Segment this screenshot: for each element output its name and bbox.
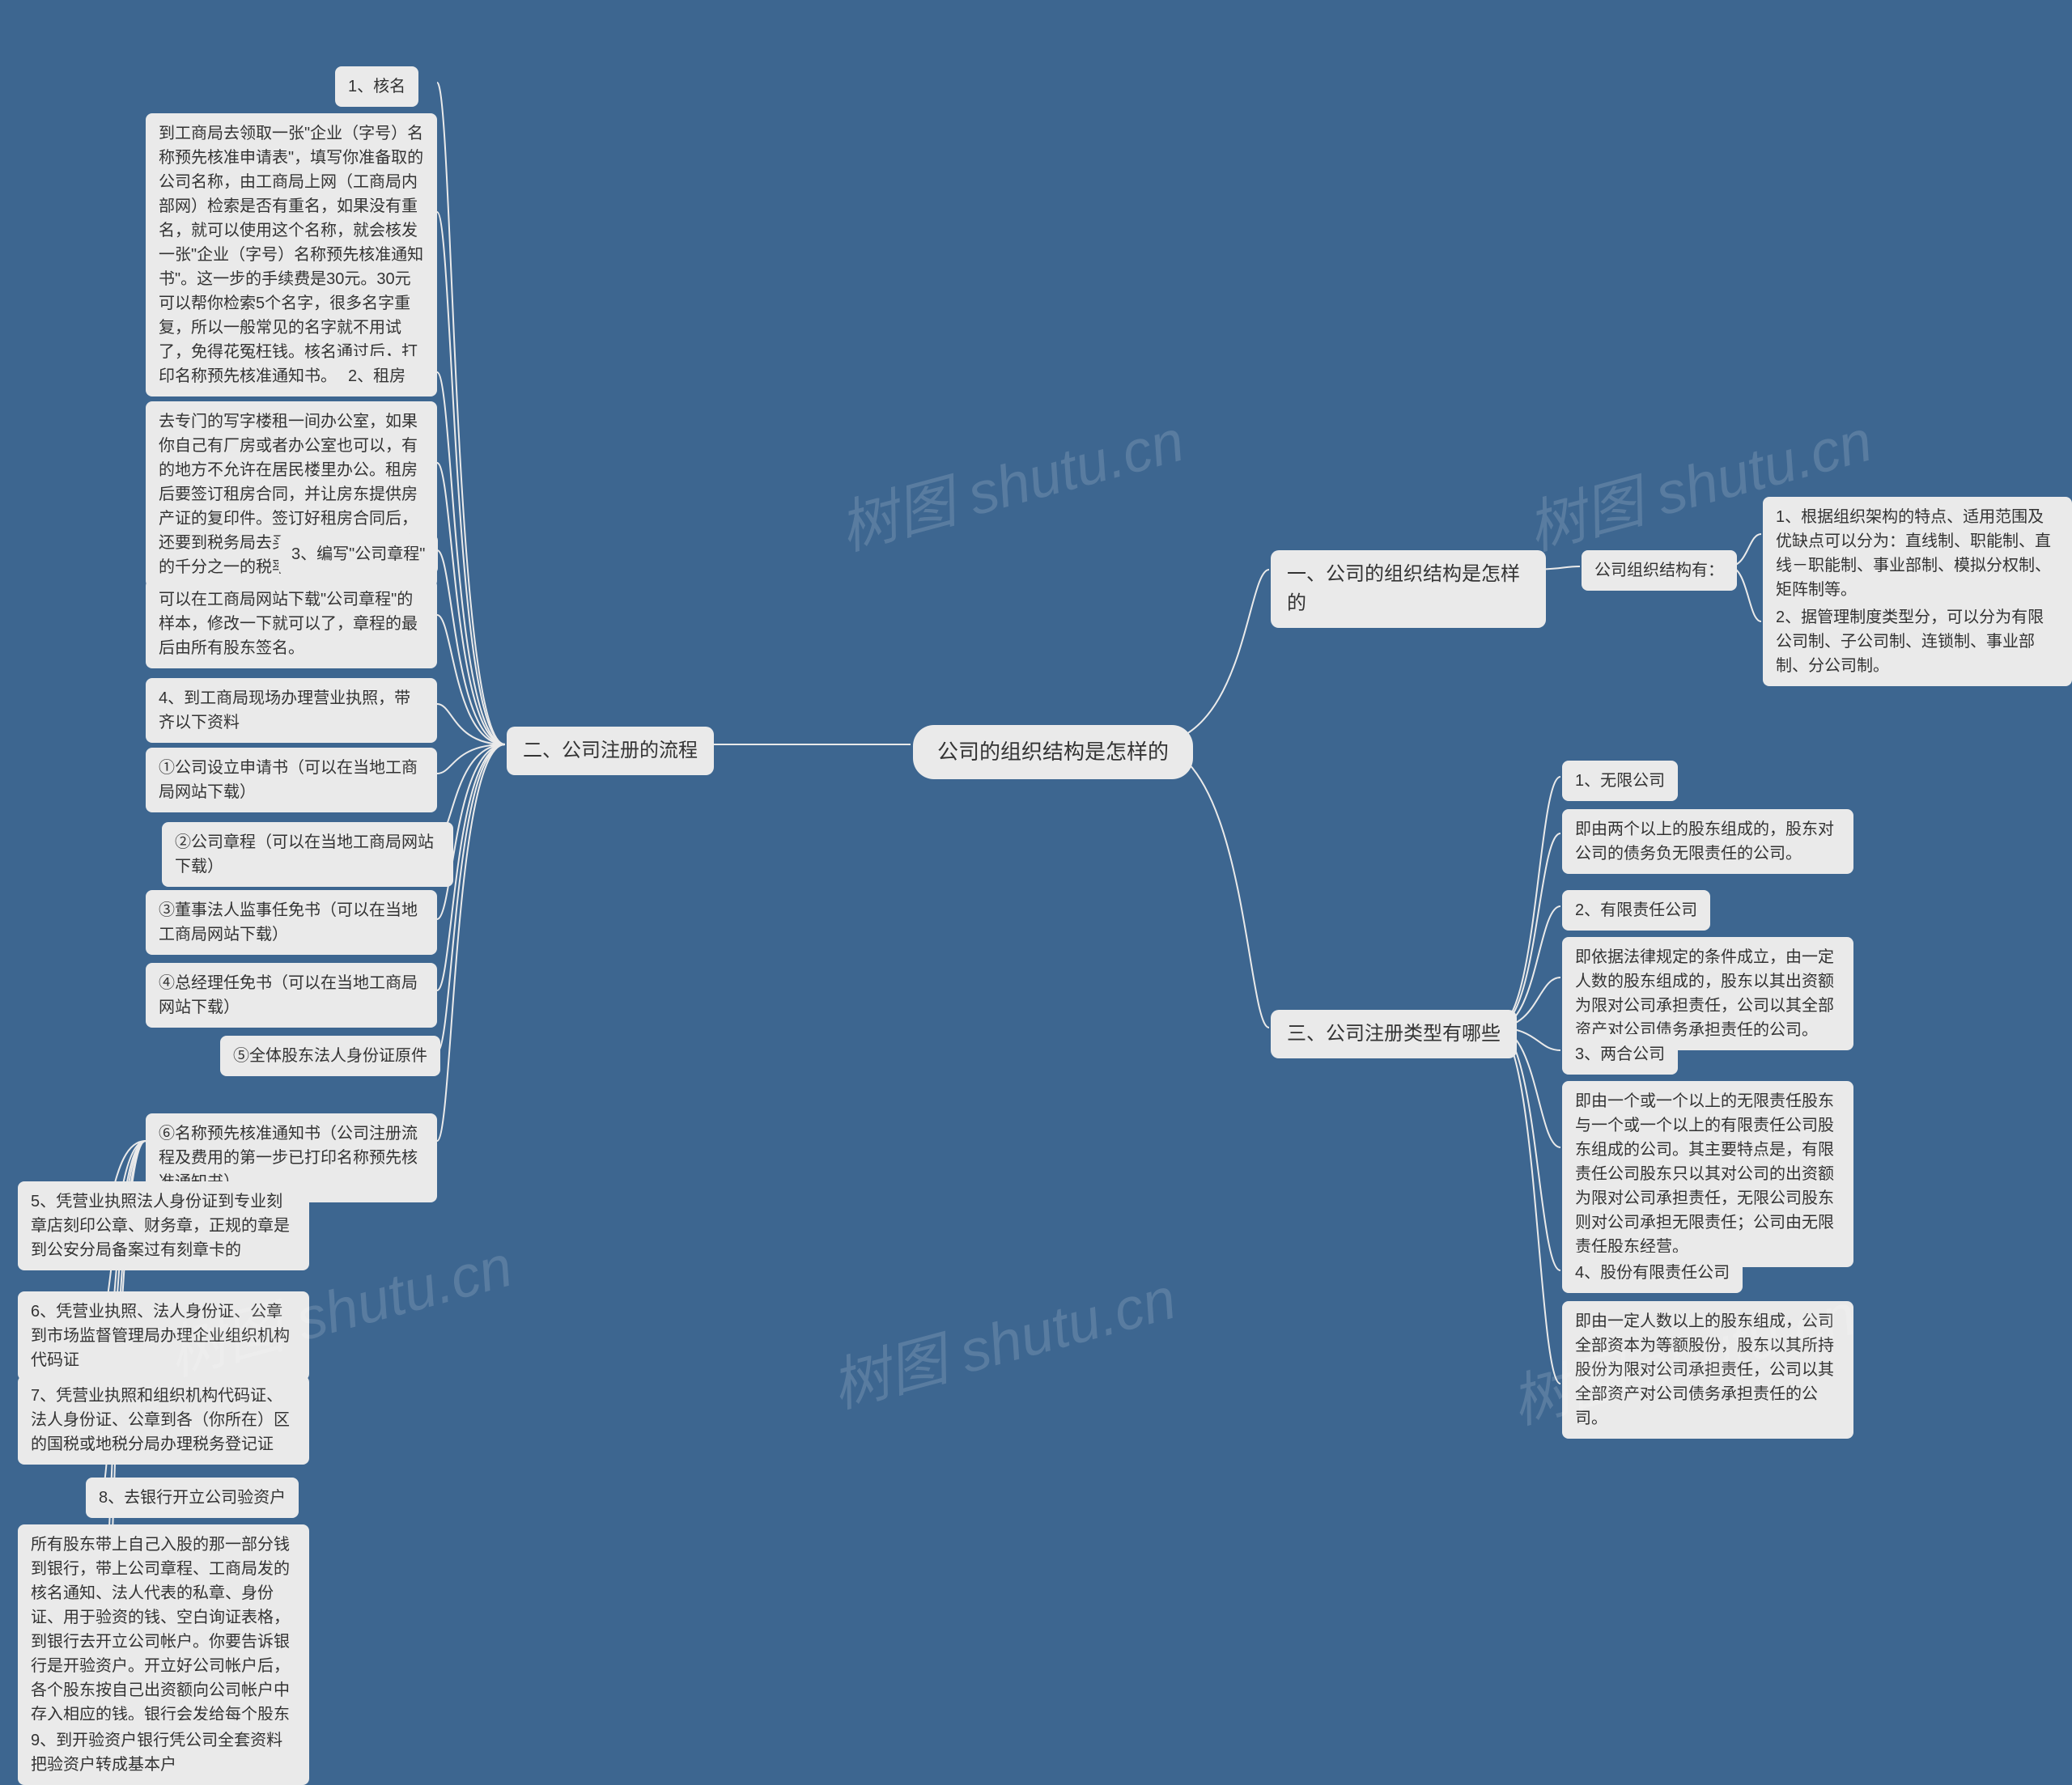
b3-t3[interactable]: 3、两合公司 <box>1562 1034 1678 1075</box>
b2-s4[interactable]: 4、到工商局现场办理营业执照，带齐以下资料 <box>146 678 437 743</box>
b2-s5[interactable]: 5、凭营业执照法人身份证到专业刻章店刻印公章、财务章，正规的章是到公安分局备案过… <box>18 1181 309 1270</box>
b2-s3-desc[interactable]: 可以在工商局网站下载"公司章程"的样本，修改一下就可以了，章程的最后由所有股东签… <box>146 579 437 668</box>
branch-1-sub1-text: 公司组织结构有： <box>1594 562 1724 579</box>
branch-1[interactable]: 一、公司的组织结构是怎样的 <box>1271 550 1546 628</box>
b2-s4-5[interactable]: ⑤全体股东法人身份证原件 <box>220 1036 440 1076</box>
b3-t1-desc[interactable]: 即由两个以上的股东组成的，股东对公司的债务负无限责任的公司。 <box>1562 809 1853 874</box>
branch-2[interactable]: 二、公司注册的流程 <box>507 727 714 775</box>
b2-s9[interactable]: 9、到开验资户银行凭公司全套资料把验资户转成基本户 <box>18 1720 309 1785</box>
b3-t1[interactable]: 1、无限公司 <box>1562 761 1678 801</box>
b2-s4-2[interactable]: ②公司章程（可以在当地工商局网站下载） <box>162 822 453 887</box>
b2-s4-1[interactable]: ①公司设立申请书（可以在当地工商局网站下载） <box>146 748 437 812</box>
b3-t4[interactable]: 4、股份有限责任公司 <box>1562 1253 1743 1293</box>
branch-3[interactable]: 三、公司注册类型有哪些 <box>1271 1010 1517 1058</box>
b2-s3[interactable]: 3、编写"公司章程" <box>278 534 438 575</box>
b2-s1-desc[interactable]: 到工商局去领取一张"企业（字号）名称预先核准申请表"，填写你准备取的公司名称，由… <box>146 113 437 396</box>
root-text: 公司的组织结构是怎样的 <box>937 740 1169 764</box>
b3-t4-desc[interactable]: 即由一定人数以上的股东组成，公司全部资本为等额股份，股东以其所持股份为限对公司承… <box>1562 1301 1853 1439</box>
branch-1-title: 一、公司的组织结构是怎样的 <box>1287 563 1520 614</box>
b2-s8[interactable]: 8、去银行开立公司验资户 <box>86 1478 299 1518</box>
b3-t2-desc[interactable]: 即依据法律规定的条件成立，由一定人数的股东组成的，股东以其出资额为限对公司承担责… <box>1562 937 1853 1050</box>
b2-s6[interactable]: 6、凭营业执照、法人身份证、公章到市场监督管理局办理企业组织机构代码证 <box>18 1291 309 1380</box>
branch-3-title: 三、公司注册类型有哪些 <box>1287 1023 1501 1045</box>
b2-s7[interactable]: 7、凭营业执照和组织机构代码证、法人身份证、公章到各（你所在）区的国税或地税分局… <box>18 1376 309 1465</box>
b2-s1[interactable]: 1、核名 <box>335 66 418 107</box>
branch-2-title: 二、公司注册的流程 <box>523 740 698 761</box>
b2-s4-4[interactable]: ④总经理任免书（可以在当地工商局网站下载） <box>146 963 437 1028</box>
watermark-2: 树图 shutu.cn <box>829 392 1192 566</box>
branch-1-leaf1-text: 1、根据组织架构的特点、适用范围及优缺点可以分为：直线制、职能制、直线－职能制、… <box>1776 508 2051 599</box>
branch-1-leaf2-text: 2、据管理制度类型分，可以分为有限公司制、子公司制、连锁制、事业部制、分公司制。 <box>1776 608 2044 675</box>
branch-1-leaf1[interactable]: 1、根据组织架构的特点、适用范围及优缺点可以分为：直线制、职能制、直线－职能制、… <box>1763 497 2072 610</box>
b2-s4-3[interactable]: ③董事法人监事任免书（可以在当地工商局网站下载） <box>146 890 437 955</box>
branch-1-sub1[interactable]: 公司组织结构有： <box>1582 550 1737 591</box>
b3-t2[interactable]: 2、有限责任公司 <box>1562 890 1710 931</box>
b2-s2[interactable]: 2、租房 <box>335 356 418 396</box>
watermark-4: 树图 shutu.cn <box>821 1250 1184 1423</box>
b3-t3-desc[interactable]: 即由一个或一个以上的无限责任股东与一个或一个以上的有限责任公司股东组成的公司。其… <box>1562 1081 1853 1267</box>
branch-1-leaf2[interactable]: 2、据管理制度类型分，可以分为有限公司制、子公司制、连锁制、事业部制、分公司制。 <box>1763 597 2072 686</box>
mindmap-root[interactable]: 公司的组织结构是怎样的 <box>913 725 1193 779</box>
